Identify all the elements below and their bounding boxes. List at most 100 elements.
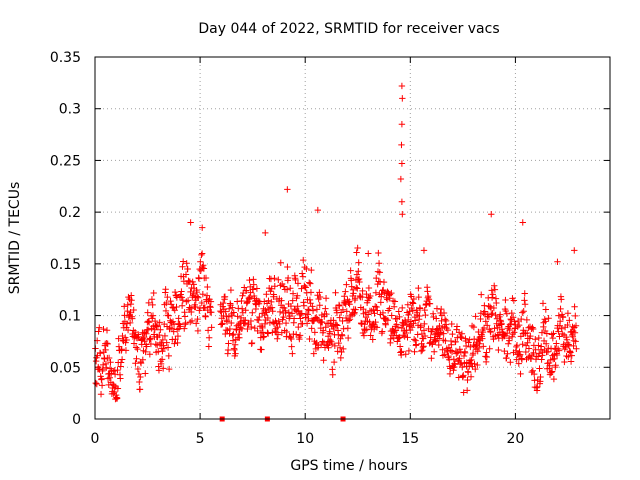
data-point <box>236 334 243 341</box>
data-point <box>292 306 300 314</box>
data-point <box>217 307 224 315</box>
data-point <box>399 304 406 312</box>
data-point <box>529 325 537 333</box>
data-point <box>330 317 337 324</box>
data-point <box>248 339 256 347</box>
data-point <box>288 310 296 317</box>
data-point <box>186 304 193 311</box>
y-tick-label: 0.1 <box>59 309 81 325</box>
data-point <box>472 365 479 373</box>
data-point <box>390 303 398 310</box>
data-point <box>420 327 428 334</box>
data-point <box>246 276 253 284</box>
data-point <box>487 328 494 336</box>
data-point <box>430 348 438 355</box>
data-point <box>278 297 285 304</box>
data-point <box>105 354 113 362</box>
data-point <box>126 319 134 327</box>
peak-point <box>284 186 291 193</box>
data-point <box>551 355 558 363</box>
peak-point <box>365 250 372 257</box>
data-point <box>430 313 437 321</box>
data-point <box>379 328 386 335</box>
data-point <box>205 343 213 350</box>
data-point <box>565 353 572 361</box>
data-point <box>465 369 472 376</box>
data-point <box>266 319 274 326</box>
data-point <box>225 340 232 347</box>
data-point <box>420 343 427 350</box>
data-point <box>421 332 429 340</box>
data-point <box>529 324 536 331</box>
data-point <box>456 355 463 362</box>
data-point <box>263 300 271 307</box>
data-point <box>274 335 281 342</box>
data-point <box>243 287 250 294</box>
data-point <box>149 301 156 309</box>
peak-point <box>554 258 561 265</box>
data-point <box>157 360 165 368</box>
data-point <box>320 357 327 364</box>
data-point <box>525 345 533 352</box>
data-point <box>229 331 236 339</box>
data-point <box>348 277 355 284</box>
data-point <box>564 321 571 329</box>
data-point <box>542 340 550 347</box>
data-point <box>351 309 358 316</box>
data-point <box>242 307 249 314</box>
data-point <box>238 325 246 332</box>
data-point <box>183 260 190 267</box>
data-point <box>225 313 233 320</box>
data-point <box>192 320 200 327</box>
data-point <box>159 336 167 344</box>
data-point <box>289 350 296 357</box>
y-tick-label: 0.25 <box>50 153 81 169</box>
data-point <box>535 342 542 349</box>
data-point <box>154 341 161 349</box>
data-point <box>207 298 215 305</box>
data-point <box>124 301 131 309</box>
data-point <box>268 304 276 311</box>
data-point <box>506 326 513 334</box>
data-point <box>167 297 174 305</box>
peak-point <box>397 175 405 183</box>
data-point <box>511 318 518 325</box>
data-point <box>474 361 481 369</box>
data-point <box>346 300 353 308</box>
data-point <box>558 325 565 332</box>
data-point <box>466 336 473 343</box>
data-point <box>548 369 555 376</box>
data-point <box>471 360 478 368</box>
data-point <box>372 318 379 326</box>
data-point <box>162 286 169 293</box>
data-point <box>238 297 245 305</box>
data-point <box>376 269 383 276</box>
data-point <box>564 310 572 317</box>
data-point <box>102 346 109 354</box>
data-point <box>192 303 199 311</box>
data-point <box>103 340 110 347</box>
data-point <box>351 295 359 302</box>
data-point <box>175 315 182 322</box>
data-point <box>92 379 99 387</box>
y-tick-label: 0.35 <box>50 50 81 66</box>
y-tick-label: 0 <box>72 412 81 428</box>
data-point <box>490 335 497 343</box>
data-point <box>515 360 522 367</box>
data-point <box>462 342 470 350</box>
data-point <box>448 320 455 328</box>
data-point <box>493 299 500 307</box>
data-point <box>391 328 398 336</box>
data-point <box>125 312 133 319</box>
data-point <box>331 342 339 350</box>
data-point <box>536 365 543 372</box>
data-point <box>442 317 450 325</box>
data-point <box>373 324 381 331</box>
data-point <box>155 367 163 374</box>
data-point <box>569 333 577 340</box>
data-point <box>457 333 464 341</box>
data-point <box>433 315 440 322</box>
data-point <box>360 332 368 339</box>
data-point <box>322 323 329 331</box>
data-point <box>453 323 461 330</box>
